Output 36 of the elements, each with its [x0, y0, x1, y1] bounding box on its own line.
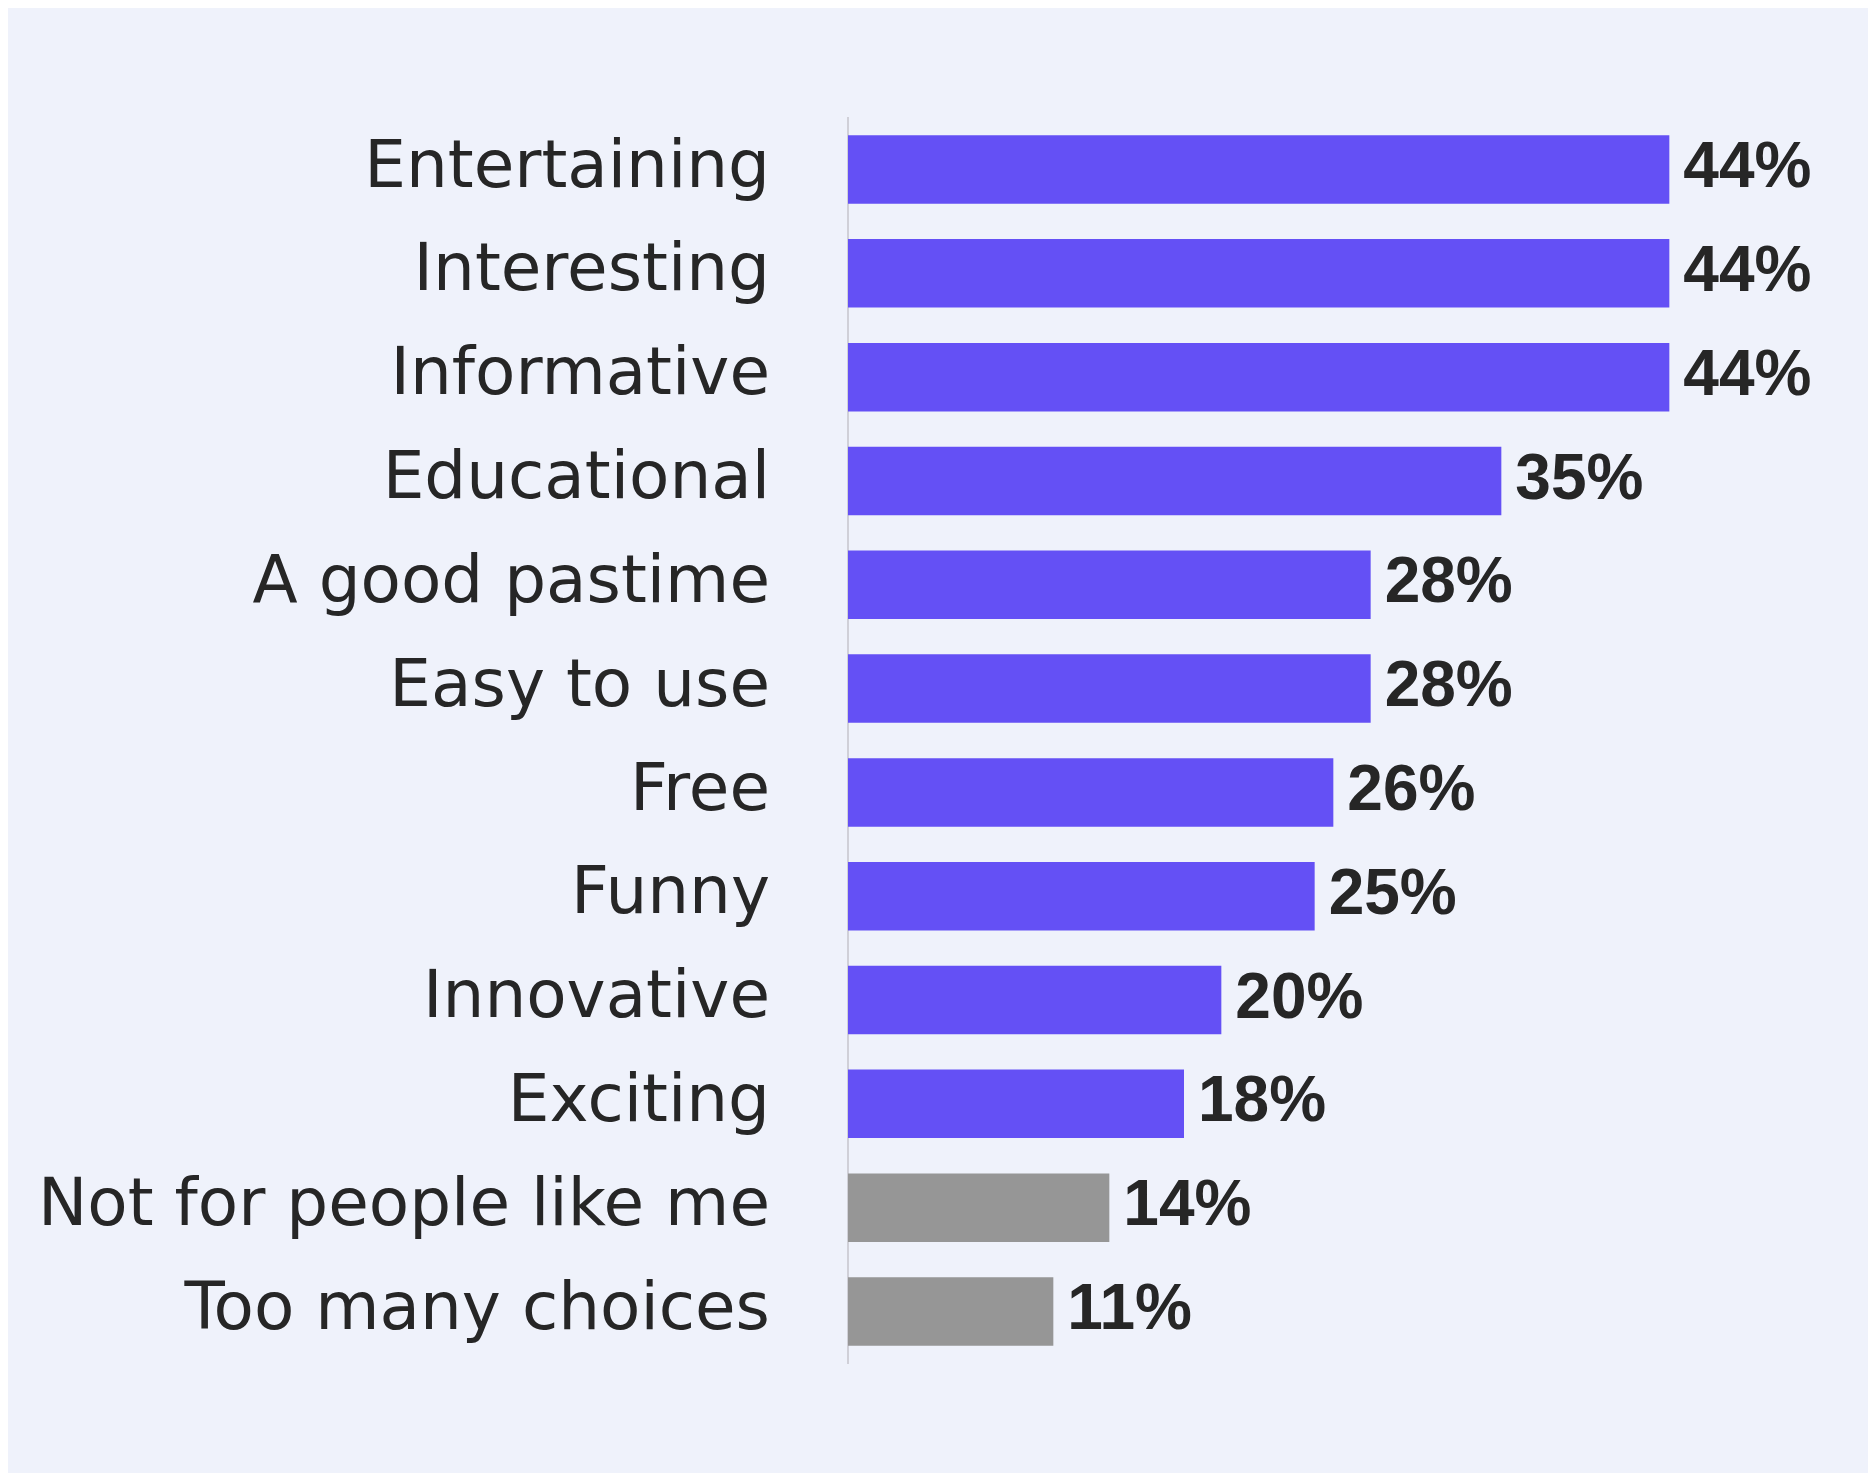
y-tick-label: Exciting: [507, 1060, 770, 1137]
bar: [848, 1069, 1184, 1139]
y-tick-label: Educational: [382, 437, 770, 515]
y-tick-label: Innovative: [423, 956, 770, 1034]
data-label: 11%: [1067, 1271, 1192, 1344]
bar: [848, 135, 1670, 204]
data-label: 14%: [1123, 1167, 1252, 1240]
bar: [848, 239, 1670, 308]
bar: [848, 965, 1222, 1035]
bar: [848, 861, 1315, 931]
y-tick-label: Too many choices: [183, 1267, 770, 1345]
bar: [848, 550, 1371, 620]
data-label: 26%: [1347, 752, 1476, 825]
bar: [848, 654, 1371, 723]
bar: [848, 446, 1502, 516]
y-tick-label: Not for people like me: [37, 1163, 770, 1241]
bar: [848, 1173, 1110, 1242]
data-label: 20%: [1235, 959, 1364, 1032]
bar: [848, 1277, 1054, 1346]
data-label: 28%: [1384, 544, 1513, 617]
data-label: 35%: [1515, 440, 1644, 513]
data-label: 18%: [1198, 1063, 1327, 1136]
y-tick-label: Funny: [571, 852, 770, 930]
data-label: 28%: [1384, 648, 1513, 721]
bar: [848, 758, 1334, 827]
data-label: 44%: [1683, 129, 1812, 202]
y-tick-label: Free: [629, 748, 770, 826]
y-tick-label: Easy to use: [389, 644, 770, 722]
bar: [848, 342, 1670, 412]
y-tick-label: Interesting: [413, 229, 770, 307]
y-tick-label: A good pastime: [252, 540, 770, 618]
data-label: 44%: [1683, 232, 1812, 305]
data-label: 44%: [1683, 336, 1812, 409]
y-tick-label: Informative: [390, 333, 770, 411]
y-tick-label: Entertaining: [364, 125, 770, 203]
data-label: 25%: [1328, 855, 1457, 928]
